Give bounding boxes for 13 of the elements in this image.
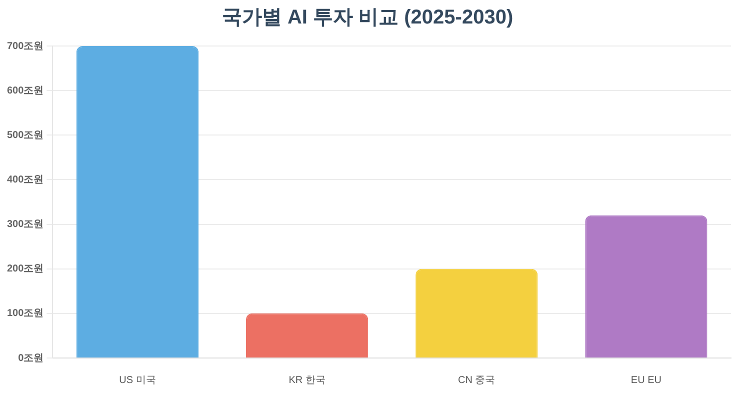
y-tick-label: 700조원	[6, 40, 44, 52]
y-tick-label: 300조원	[6, 219, 44, 230]
y-tick-label: 100조원	[6, 308, 44, 320]
x-tick-label: EU EU	[630, 374, 662, 386]
y-tick-label: 0조원	[18, 352, 44, 364]
y-tick-label: 200조원	[6, 264, 44, 275]
y-tick-label: 600조원	[6, 85, 44, 96]
y-tick-label: 400조원	[6, 174, 44, 186]
x-tick-label: KR 한국	[288, 374, 326, 386]
x-tick-label: US 미국	[119, 374, 156, 386]
chart-title: 국가별 AI 투자 비교 (2025-2030)	[222, 6, 514, 29]
y-tick-label: 500조원	[6, 130, 44, 141]
x-tick-label: CN 중국	[458, 374, 496, 386]
